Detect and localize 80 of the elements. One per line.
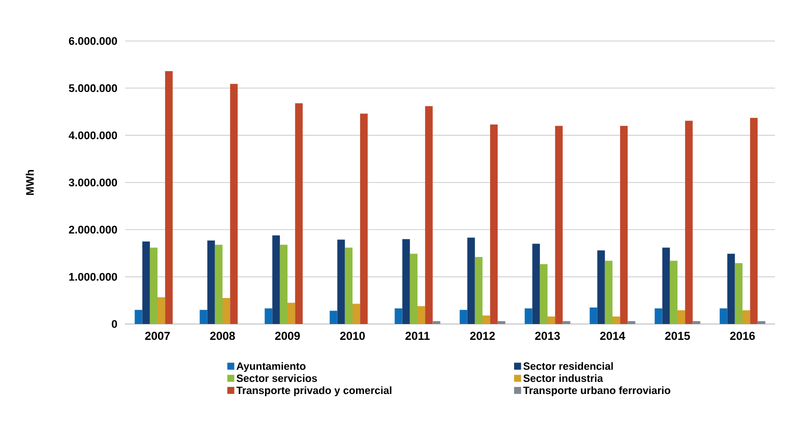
bar [604, 260, 612, 324]
bar [467, 238, 475, 324]
bar [662, 248, 670, 324]
x-tick-label: 2016 [730, 332, 755, 340]
legend-label: Transporte urbano ferroviario [523, 386, 670, 396]
bar [532, 244, 540, 324]
bar [590, 307, 598, 324]
y-tick-label: 3.000.000 [68, 178, 118, 186]
x-tick-label: 2012 [470, 332, 495, 340]
bar [402, 239, 410, 324]
bar [758, 321, 766, 324]
legend-label: Transporte privado y comercial [236, 386, 392, 396]
bar [150, 248, 158, 324]
bar [410, 254, 418, 324]
y-tick-label: 5.000.000 [68, 84, 118, 92]
bar [134, 310, 142, 324]
bar [330, 310, 338, 324]
bar [670, 260, 678, 324]
x-tick-label: 2014 [600, 332, 626, 340]
bar [654, 308, 662, 324]
bar [394, 308, 402, 324]
bar [222, 298, 230, 324]
bar [288, 302, 296, 324]
legend-label: Sector residencial [523, 362, 613, 370]
bar [727, 254, 735, 324]
bar [524, 308, 532, 324]
bar [685, 120, 693, 324]
bar [562, 321, 570, 324]
bar [165, 71, 173, 324]
bar [734, 263, 742, 324]
bar [142, 241, 150, 324]
bar [337, 240, 345, 324]
bar [692, 321, 700, 324]
bar [158, 297, 166, 324]
bar [272, 235, 280, 324]
legend-label: Sector servicios [236, 374, 317, 382]
bar [432, 321, 440, 324]
bar [750, 118, 758, 324]
bar [628, 321, 636, 324]
x-tick-label: 2007 [145, 332, 170, 340]
bar [547, 316, 556, 324]
bar [498, 321, 506, 324]
bar [677, 310, 686, 324]
x-tick-label: 2010 [340, 332, 365, 340]
bar [360, 114, 368, 324]
bar [612, 316, 620, 324]
y-tick-label: 2.000.000 [68, 226, 118, 234]
bar [720, 308, 728, 324]
bar [474, 257, 482, 324]
bar [425, 106, 433, 324]
bar [295, 103, 303, 324]
bar [555, 126, 563, 324]
bar [264, 308, 272, 324]
legend-label: Sector industria [523, 374, 604, 382]
bar [352, 304, 360, 324]
bar [344, 248, 352, 324]
bar [200, 310, 208, 324]
y-tick-label: 4.000.000 [68, 131, 118, 140]
bar [540, 264, 548, 324]
bar [207, 240, 215, 324]
legend-label: Ayuntamiento [236, 362, 306, 372]
x-tick-label: 2008 [210, 332, 235, 340]
bar [418, 306, 426, 324]
bar [460, 310, 468, 324]
x-tick-label: 2013 [535, 332, 560, 340]
x-tick-label: 2015 [665, 332, 690, 340]
y-tick-label: 6.000.000 [68, 37, 118, 45]
y-axis-title: MWh [26, 170, 34, 195]
bar [597, 250, 605, 324]
bar [214, 244, 223, 324]
y-tick-label: 1.000.000 [69, 272, 118, 281]
bar [620, 126, 628, 324]
bar [482, 316, 490, 324]
x-tick-label: 2011 [405, 332, 430, 340]
y-tick-label: 0 [112, 320, 118, 328]
bar [742, 310, 750, 324]
bar [280, 244, 288, 324]
x-tick-label: 2009 [275, 332, 300, 340]
bar [230, 84, 238, 324]
bar [490, 124, 498, 324]
